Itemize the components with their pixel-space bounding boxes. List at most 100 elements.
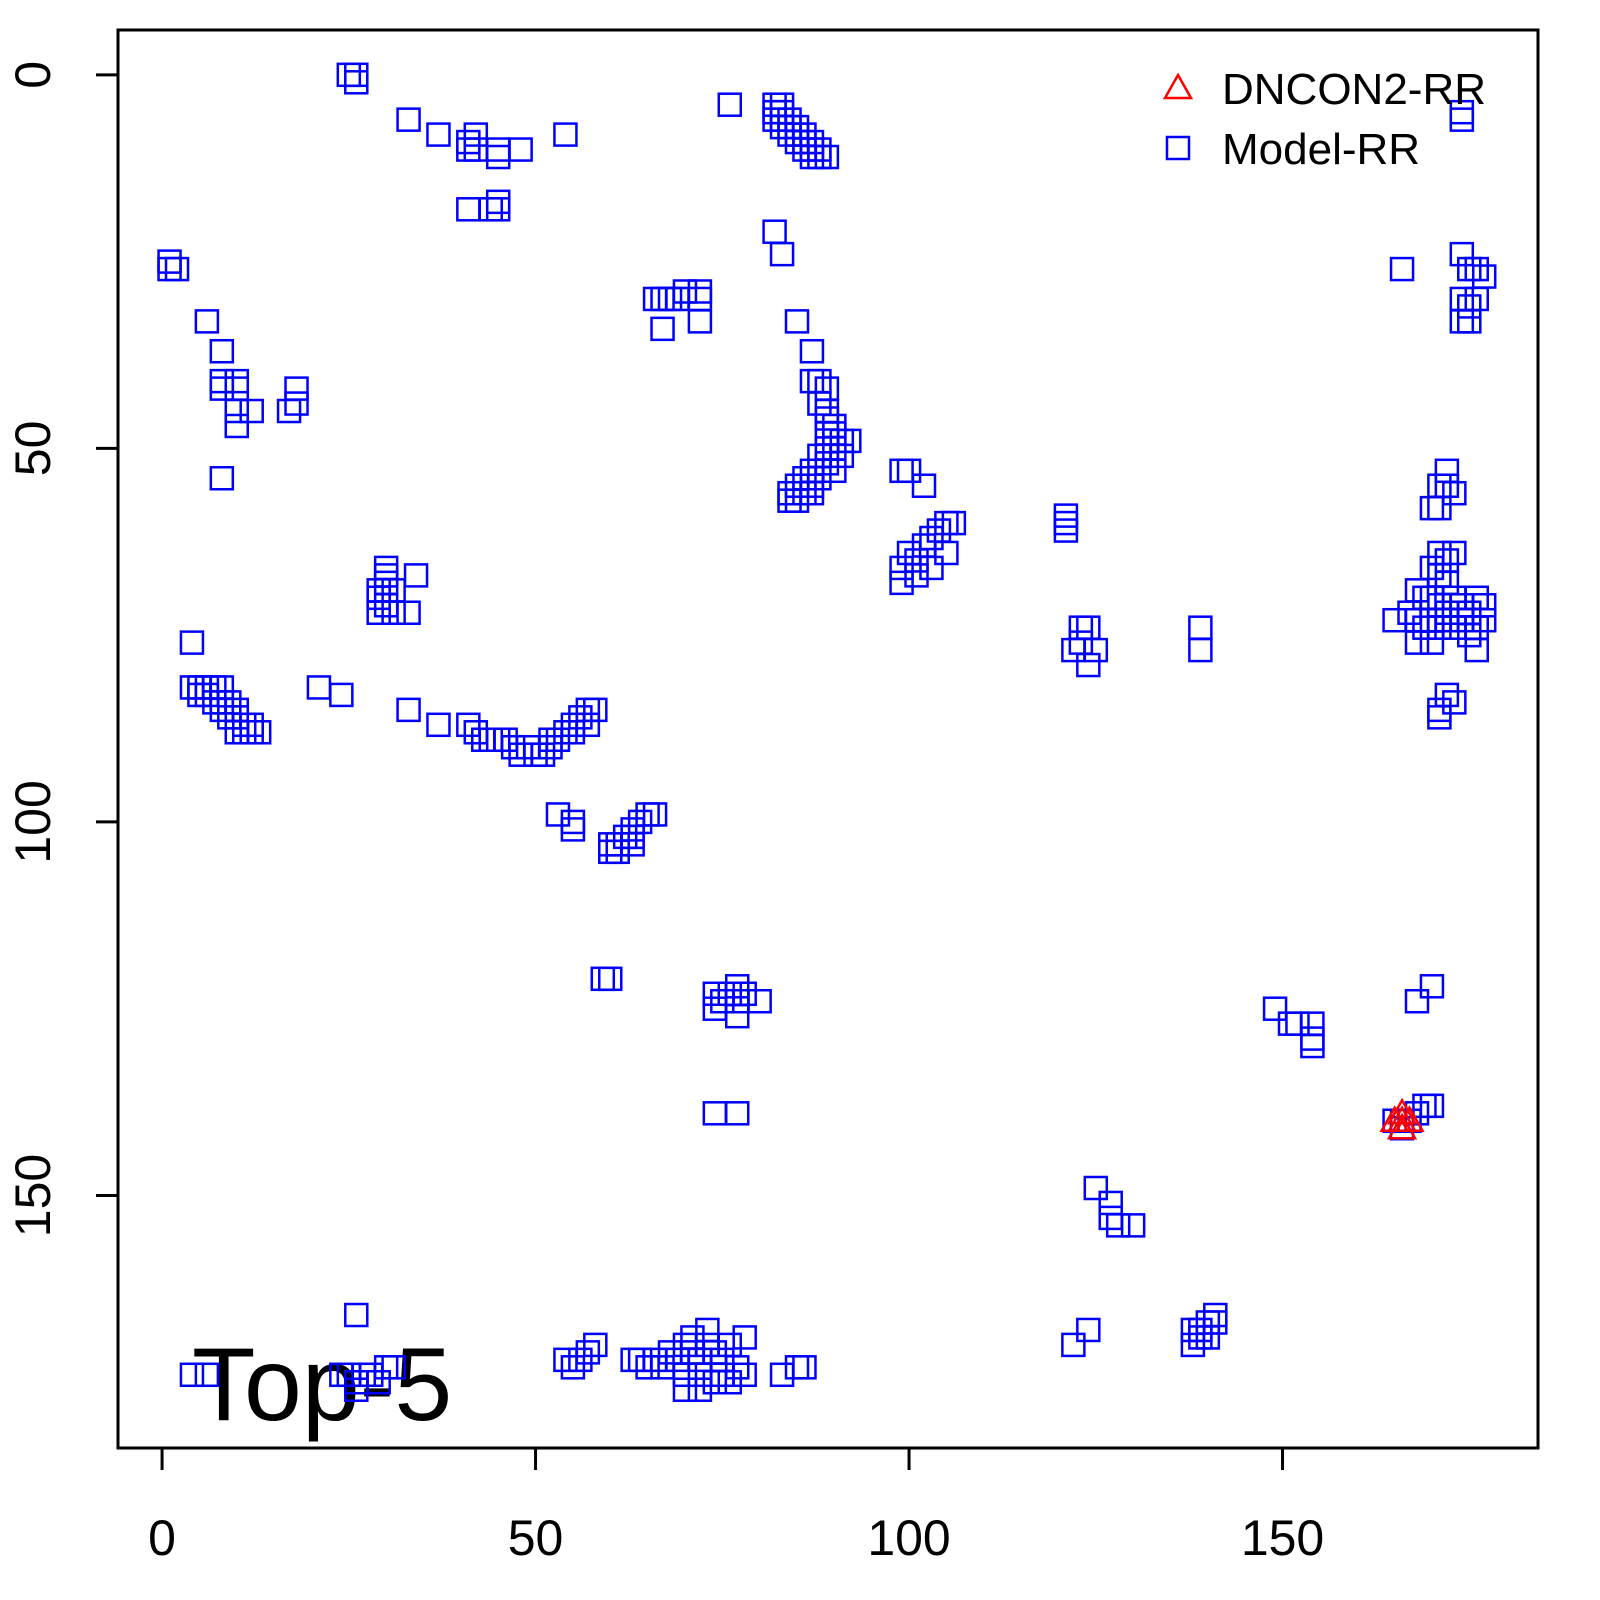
point xyxy=(792,480,817,506)
point xyxy=(896,458,922,484)
point xyxy=(396,600,421,625)
point xyxy=(889,458,914,484)
point xyxy=(807,144,832,170)
point xyxy=(598,839,623,865)
point xyxy=(553,720,578,745)
point xyxy=(620,832,645,857)
point xyxy=(807,443,832,469)
point xyxy=(1120,1213,1146,1238)
point xyxy=(545,802,571,827)
point xyxy=(1449,107,1475,132)
point xyxy=(710,1347,735,1373)
point xyxy=(329,682,354,708)
point xyxy=(1068,615,1094,640)
point xyxy=(724,974,750,999)
point xyxy=(224,413,250,439)
point xyxy=(1203,1310,1228,1335)
point xyxy=(515,734,541,760)
point xyxy=(1188,1317,1213,1343)
plot-frame xyxy=(116,28,1540,1450)
point xyxy=(568,705,593,730)
point xyxy=(560,809,586,835)
point xyxy=(784,309,810,334)
point xyxy=(1471,593,1497,618)
point xyxy=(896,540,922,566)
point xyxy=(1195,1310,1221,1335)
point xyxy=(1464,256,1489,282)
point xyxy=(911,473,937,498)
point xyxy=(456,137,481,162)
point xyxy=(672,279,698,304)
point xyxy=(209,697,235,723)
point xyxy=(1076,1317,1101,1343)
point xyxy=(672,1332,698,1358)
point xyxy=(1464,637,1489,663)
point xyxy=(777,114,802,140)
point xyxy=(538,727,563,752)
point xyxy=(373,555,399,581)
point xyxy=(822,421,847,446)
point xyxy=(680,1340,705,1365)
point xyxy=(807,137,832,162)
point xyxy=(224,376,250,401)
point xyxy=(1285,1011,1310,1036)
legend-marker xyxy=(1162,72,1194,100)
point xyxy=(762,99,787,125)
point xyxy=(1449,607,1475,633)
point xyxy=(807,391,832,416)
point xyxy=(687,1362,713,1388)
point xyxy=(456,197,481,222)
point xyxy=(702,1340,728,1365)
point xyxy=(904,548,929,573)
point xyxy=(777,480,802,506)
point xyxy=(194,675,220,700)
point xyxy=(687,1347,713,1373)
point xyxy=(769,99,795,125)
point xyxy=(217,705,242,730)
point xyxy=(598,966,623,992)
point xyxy=(642,1347,668,1373)
point xyxy=(1098,1190,1123,1216)
point xyxy=(560,712,586,738)
point xyxy=(1262,996,1288,1021)
point xyxy=(403,563,429,588)
point xyxy=(702,1370,728,1395)
point xyxy=(732,981,757,1007)
point xyxy=(680,1325,705,1350)
point xyxy=(194,309,220,334)
point xyxy=(687,286,713,312)
point xyxy=(224,697,250,723)
point xyxy=(575,712,601,738)
point xyxy=(799,129,825,155)
y-tick-label: 100 xyxy=(5,780,61,863)
point xyxy=(799,473,825,498)
point xyxy=(829,428,855,454)
point xyxy=(344,1302,369,1328)
point xyxy=(627,809,653,835)
point xyxy=(1464,585,1489,611)
x-tick-label: 0 xyxy=(148,1510,176,1566)
point xyxy=(530,742,556,767)
point xyxy=(224,705,250,730)
point xyxy=(1180,1332,1206,1358)
annotation: Top-5 xyxy=(192,1327,452,1443)
point xyxy=(276,398,302,424)
point xyxy=(1457,600,1482,625)
point xyxy=(194,682,220,708)
point xyxy=(769,92,795,117)
point xyxy=(1053,503,1079,528)
point xyxy=(777,488,802,513)
point xyxy=(493,727,518,752)
legend-marker xyxy=(1165,135,1191,161)
point xyxy=(508,742,533,767)
point xyxy=(1457,309,1482,334)
point xyxy=(926,518,952,543)
point xyxy=(1180,1317,1206,1343)
point xyxy=(829,443,855,469)
point xyxy=(650,1355,675,1380)
point xyxy=(814,406,840,431)
point xyxy=(784,488,810,513)
y-tick-label: 50 xyxy=(5,421,61,477)
point xyxy=(396,697,421,723)
